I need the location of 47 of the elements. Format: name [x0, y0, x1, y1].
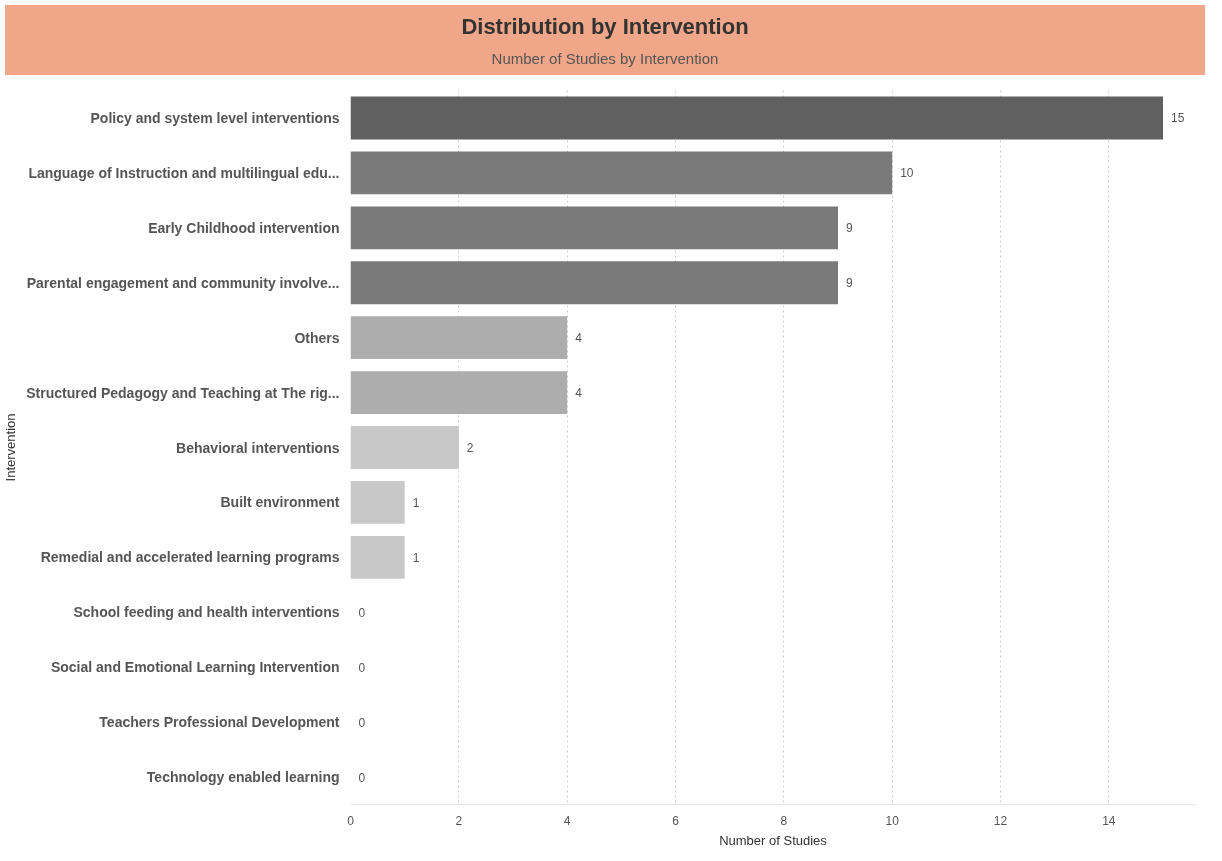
- x-tick-label: 2: [455, 813, 463, 828]
- data-label: 9: [846, 276, 853, 291]
- data-label: 0: [358, 605, 366, 620]
- bar: [350, 151, 893, 195]
- x-tick-label: 4: [563, 813, 571, 828]
- y-axis-title: Intervention: [3, 413, 19, 482]
- data-label: 4: [575, 386, 583, 401]
- x-tick-label: 12: [993, 813, 1008, 828]
- chart-title: Distribution by Intervention: [460, 13, 750, 41]
- bar: [350, 206, 838, 250]
- x-tick-label: 8: [780, 813, 788, 828]
- y-tick-label: Policy and system level interventions: [90, 109, 340, 126]
- y-tick-label: Built environment: [220, 494, 340, 511]
- data-label: 10: [900, 166, 914, 181]
- x-axis-title: Number of Studies: [719, 832, 828, 848]
- y-tick-label: Others: [294, 329, 340, 346]
- x-tick-label: 0: [347, 813, 355, 828]
- data-label: 1: [412, 495, 420, 510]
- bar: [350, 96, 1163, 140]
- bar: [350, 535, 405, 579]
- bar: [350, 316, 568, 360]
- data-label: 0: [358, 715, 366, 730]
- y-tick-label: Teachers Professional Development: [99, 714, 340, 731]
- data-label: 2: [466, 441, 474, 455]
- y-tick-label: Social and Emotional Learning Intervention: [50, 659, 340, 676]
- x-tick-label: 10: [885, 813, 900, 828]
- y-tick-label: Remedial and accelerated learning programs: [40, 549, 340, 566]
- y-tick-label: Technology enabled learning: [146, 769, 340, 786]
- y-tick-label: Early Childhood intervention: [148, 219, 340, 236]
- y-tick-label: Structured Pedagogy and Teaching at The rig...: [26, 384, 340, 401]
- bar: [350, 261, 838, 305]
- y-tick-label: Behavioral interventions: [176, 439, 340, 456]
- y-tick-label: School feeding and health interventions: [73, 604, 340, 621]
- data-label: 0: [358, 660, 366, 675]
- data-label: 15: [1171, 111, 1185, 126]
- data-label: 0: [358, 770, 366, 785]
- bar: [350, 481, 405, 524]
- chart-subtitle: Number of Studies by Intervention: [490, 49, 720, 70]
- bar: [350, 426, 459, 469]
- x-tick-label: 14: [1102, 813, 1116, 828]
- y-tick-label: Parental engagement and community involve...: [26, 274, 340, 291]
- data-label: 4: [575, 331, 583, 346]
- y-tick-label: Language of Instruction and multilingual edu...: [28, 164, 340, 181]
- data-label: 1: [412, 550, 420, 565]
- x-tick-label: 6: [672, 813, 680, 828]
- data-label: 9: [846, 221, 853, 236]
- bar: [350, 371, 568, 414]
